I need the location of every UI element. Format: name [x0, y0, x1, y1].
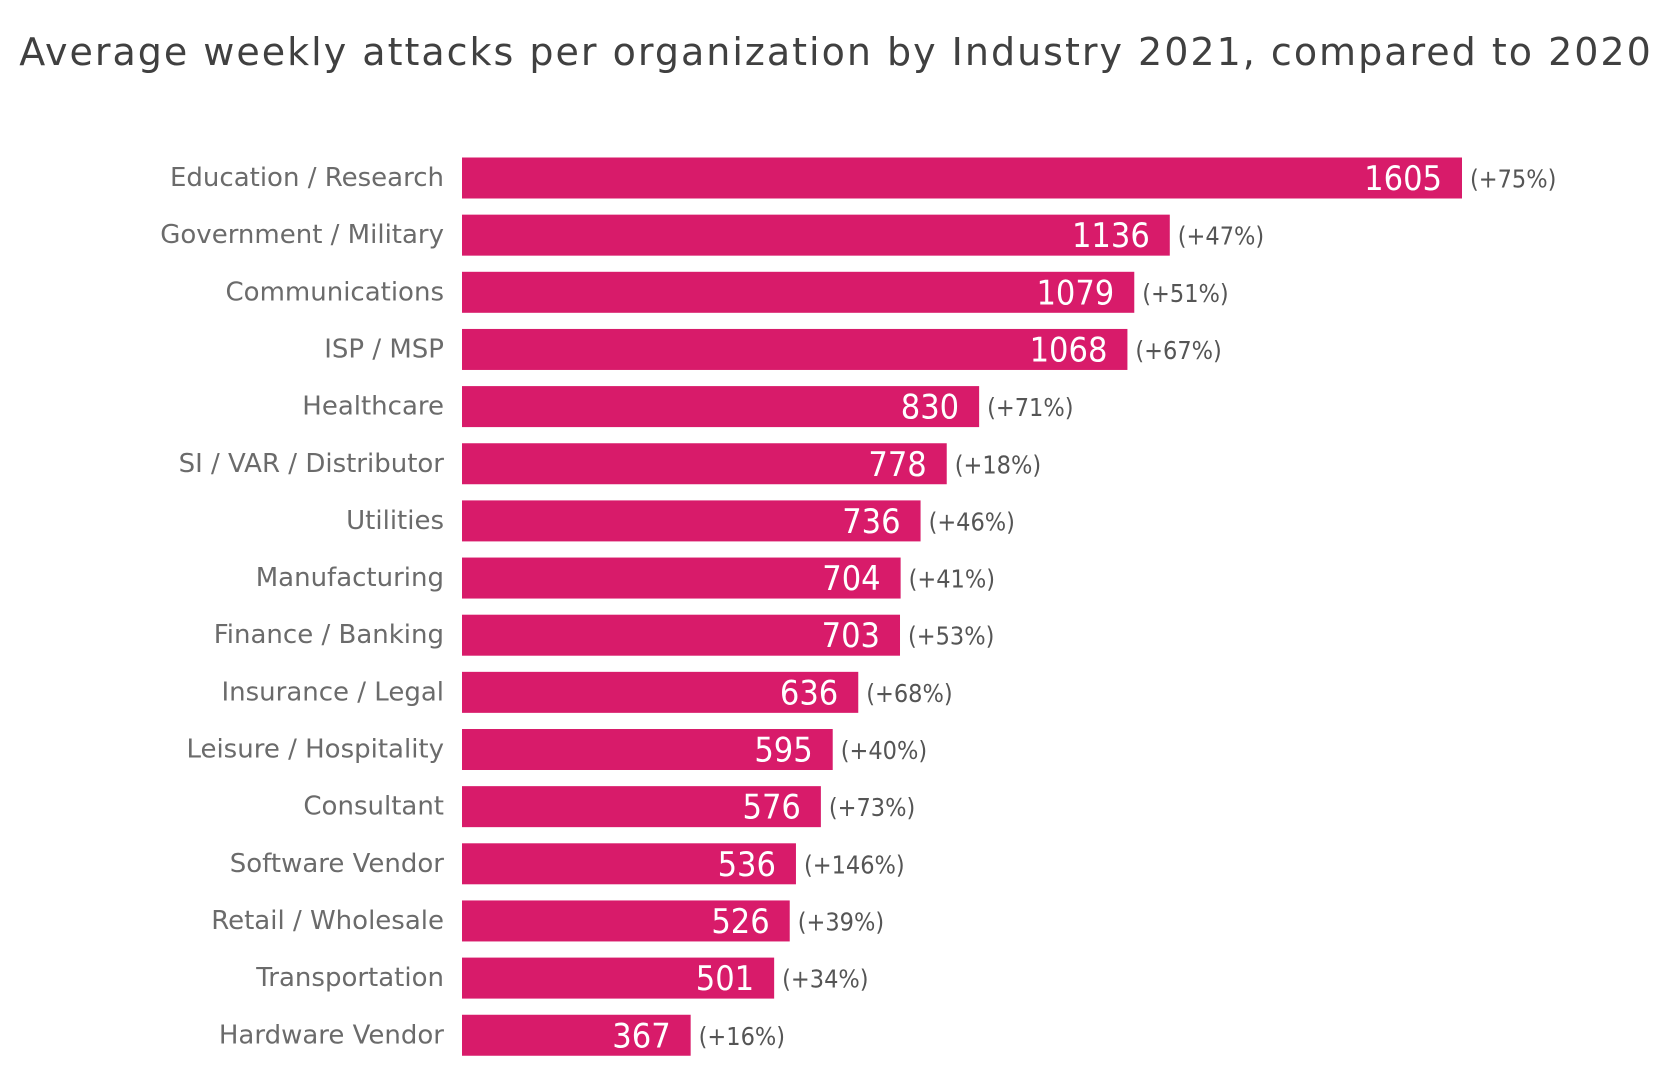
bar	[462, 157, 1462, 199]
value-label: 536	[718, 845, 776, 885]
change-label: (+47%)	[1178, 222, 1264, 251]
change-label: (+67%)	[1135, 336, 1221, 365]
category-label: Finance / Banking	[214, 620, 444, 650]
category-label: Software Vendor	[230, 849, 445, 879]
value-label: 576	[743, 788, 801, 828]
value-label: 1068	[1030, 330, 1108, 370]
bar	[462, 328, 1128, 370]
category-label: Retail / Wholesale	[211, 906, 444, 936]
category-label: ISP / MSP	[324, 334, 444, 364]
bar	[462, 557, 901, 599]
bar	[462, 671, 859, 713]
bar	[462, 843, 796, 885]
value-label: 1079	[1036, 273, 1114, 313]
value-label: 703	[822, 616, 880, 656]
change-label: (+16%)	[699, 1022, 785, 1051]
value-label: 830	[901, 388, 959, 428]
value-label: 367	[612, 1016, 670, 1056]
category-label: Education / Research	[170, 163, 444, 193]
value-label: 778	[868, 445, 926, 485]
chart-title: Average weekly attacks per organization …	[19, 30, 1653, 74]
change-label: (+34%)	[782, 965, 868, 994]
bar	[462, 271, 1135, 313]
change-label: (+18%)	[955, 450, 1041, 479]
change-label: (+41%)	[909, 565, 995, 594]
change-label: (+73%)	[829, 793, 915, 822]
value-label: 1605	[1364, 159, 1442, 199]
change-label: (+146%)	[804, 850, 905, 879]
category-label: Utilities	[346, 506, 444, 536]
bar	[462, 729, 833, 770]
bar	[462, 614, 901, 656]
value-label: 526	[711, 902, 769, 942]
category-label: SI / VAR / Distributor	[179, 449, 445, 479]
change-label: (+39%)	[798, 907, 884, 936]
category-label: Leisure / Hospitality	[186, 735, 444, 765]
change-label: (+75%)	[1470, 165, 1556, 194]
change-label: (+46%)	[929, 507, 1015, 536]
bar	[462, 500, 921, 542]
value-label: 501	[696, 959, 754, 999]
change-label: (+40%)	[841, 736, 927, 765]
value-label: 736	[842, 502, 900, 542]
change-label: (+68%)	[866, 679, 952, 708]
change-label: (+53%)	[908, 622, 994, 651]
category-label: Communications	[226, 277, 444, 307]
value-label: 595	[754, 731, 812, 771]
category-label: Hardware Vendor	[219, 1020, 444, 1050]
category-label: Government / Military	[160, 220, 444, 250]
value-label: 704	[822, 559, 880, 599]
category-label: Insurance / Legal	[221, 677, 444, 707]
change-label: (+71%)	[987, 393, 1073, 422]
bar	[462, 900, 790, 942]
category-label: Healthcare	[302, 392, 444, 422]
bar	[462, 214, 1170, 256]
bar	[462, 1014, 691, 1056]
change-label: (+51%)	[1142, 279, 1228, 308]
value-label: 1136	[1072, 216, 1150, 256]
bar	[462, 957, 775, 999]
category-label: Manufacturing	[256, 563, 444, 593]
bar	[462, 786, 821, 828]
value-label: 636	[780, 673, 838, 713]
category-label: Transportation	[255, 963, 444, 993]
bar	[462, 386, 980, 428]
category-label: Consultant	[303, 792, 444, 822]
bar	[462, 443, 947, 485]
